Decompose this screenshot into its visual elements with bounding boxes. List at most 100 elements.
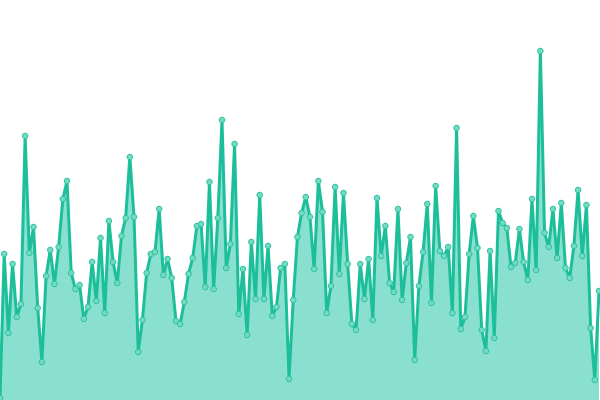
data-point	[101, 309, 108, 317]
series-markers	[0, 47, 600, 400]
data-point	[277, 264, 284, 272]
data-point	[68, 269, 75, 277]
data-point	[336, 270, 343, 278]
data-point	[411, 356, 418, 364]
data-point	[461, 313, 469, 321]
data-point	[59, 195, 67, 203]
data-point	[185, 270, 192, 278]
data-point	[440, 252, 448, 260]
data-point	[306, 213, 314, 221]
data-point	[503, 224, 511, 232]
data-point	[239, 265, 247, 273]
data-point	[260, 295, 268, 303]
data-point	[528, 195, 536, 203]
data-point	[386, 279, 393, 287]
data-point	[453, 124, 460, 132]
data-point	[470, 212, 477, 220]
data-point	[202, 283, 209, 291]
data-point	[42, 272, 50, 280]
data-point	[256, 191, 263, 199]
data-point	[310, 265, 318, 273]
data-point	[583, 201, 590, 209]
data-point	[80, 315, 87, 323]
data-point	[570, 242, 578, 250]
data-point	[323, 309, 330, 317]
data-point	[486, 247, 494, 255]
data-point	[373, 194, 381, 202]
data-point	[579, 252, 586, 260]
data-point	[151, 248, 159, 256]
data-point	[273, 303, 280, 311]
data-point	[63, 177, 71, 185]
data-point	[424, 200, 431, 208]
data-point	[512, 259, 519, 267]
data-point	[377, 252, 385, 260]
data-point	[269, 312, 276, 320]
data-point	[9, 260, 16, 268]
data-point	[591, 376, 599, 384]
data-point	[55, 243, 62, 251]
data-point	[352, 326, 360, 334]
data-point	[72, 285, 79, 293]
data-point	[210, 285, 217, 293]
data-point	[369, 316, 377, 324]
data-point	[553, 254, 561, 262]
data-point	[327, 282, 335, 290]
data-point	[344, 260, 351, 268]
data-point	[541, 229, 548, 237]
data-point	[357, 260, 364, 268]
data-point	[5, 329, 12, 337]
data-point	[562, 264, 569, 272]
data-point	[315, 177, 322, 185]
data-point	[176, 320, 184, 328]
data-point	[214, 214, 222, 222]
data-point	[13, 313, 20, 321]
data-point	[398, 296, 406, 304]
data-point	[248, 238, 255, 246]
data-point	[164, 255, 171, 263]
data-point	[181, 298, 188, 306]
data-point	[143, 269, 150, 277]
data-point	[51, 280, 58, 288]
data-point	[499, 219, 506, 227]
data-point	[419, 248, 427, 256]
data-point	[109, 258, 117, 266]
data-point	[0, 250, 8, 258]
data-point	[93, 297, 100, 305]
data-point	[135, 348, 142, 356]
data-point	[537, 47, 544, 55]
data-point	[227, 240, 234, 248]
data-point	[465, 250, 473, 258]
data-point	[17, 300, 25, 308]
data-point	[348, 320, 356, 328]
data-point	[97, 234, 104, 242]
data-point	[298, 209, 305, 217]
data-point	[319, 208, 326, 216]
data-point	[415, 282, 423, 290]
data-point	[281, 260, 289, 268]
data-point	[491, 334, 498, 342]
data-point	[76, 281, 83, 289]
data-point	[105, 217, 113, 225]
data-point	[302, 193, 309, 201]
data-point	[549, 205, 557, 213]
data-point	[340, 189, 347, 197]
data-point	[532, 266, 540, 274]
data-point	[574, 186, 582, 194]
data-point	[520, 258, 527, 266]
data-point	[524, 276, 531, 284]
data-point	[432, 182, 439, 190]
data-point	[264, 242, 272, 250]
data-point	[516, 225, 523, 233]
data-point	[595, 287, 600, 295]
data-point	[382, 222, 389, 230]
data-point	[403, 259, 410, 267]
data-point	[436, 247, 444, 255]
data-point	[507, 263, 515, 271]
data-point	[47, 246, 54, 254]
data-point	[122, 214, 129, 222]
data-point	[558, 199, 565, 207]
data-point	[474, 244, 481, 252]
data-point	[172, 317, 180, 325]
